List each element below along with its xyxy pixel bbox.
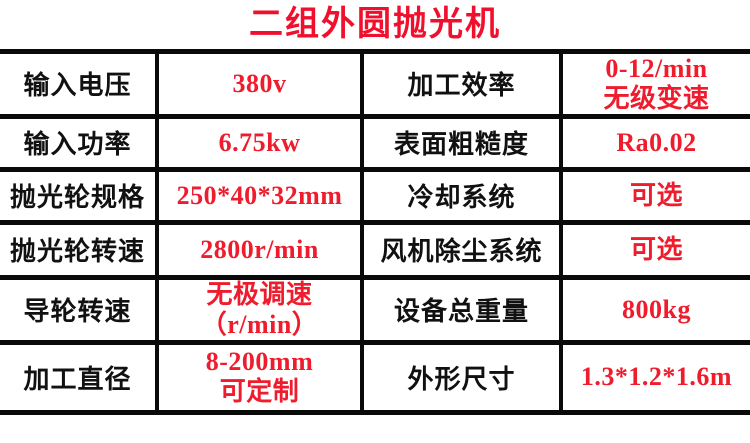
spec-value: 6.75kw xyxy=(155,113,362,172)
table-row: 抛光轮转速 2800r/min 风机除尘系统 可选 xyxy=(0,219,750,280)
spec-label: 设备总重量 xyxy=(360,274,561,345)
spec-value: 380v xyxy=(155,49,362,119)
spec-value: 可选 xyxy=(559,166,750,225)
table-row: 抛光轮规格 250*40*32mm 冷却系统 可选 xyxy=(0,166,750,225)
spec-label: 输入功率 xyxy=(0,113,157,172)
spec-label: 导轮转速 xyxy=(0,274,157,345)
spec-value: 无极调速（r/min） xyxy=(155,274,362,345)
spec-label: 冷却系统 xyxy=(360,166,561,225)
table-row: 输入电压 380v 加工效率 0-12/min 无级变速 xyxy=(0,49,750,119)
spec-value: 8-200mm 可定制 xyxy=(155,339,362,415)
spec-table: 输入电压 380v 加工效率 0-12/min 无级变速 输入功率 6.75kw… xyxy=(0,49,750,415)
spec-label: 表面粗糙度 xyxy=(360,113,561,172)
spec-label: 输入电压 xyxy=(0,49,157,119)
spec-label: 加工效率 xyxy=(360,49,561,119)
spec-label: 加工直径 xyxy=(0,339,157,415)
spec-value: 可选 xyxy=(559,219,750,280)
spec-value: 2800r/min xyxy=(155,219,362,280)
table-row: 导轮转速 无极调速（r/min） 设备总重量 800kg xyxy=(0,274,750,345)
spec-label: 抛光轮转速 xyxy=(0,219,157,280)
spec-label: 外形尺寸 xyxy=(360,339,561,415)
page-title: 二组外圆抛光机 xyxy=(249,6,501,43)
spec-value: 0-12/min 无级变速 xyxy=(559,49,750,119)
spec-value: 1.3*1.2*1.6m xyxy=(559,339,750,415)
table-row: 加工直径 8-200mm 可定制 外形尺寸 1.3*1.2*1.6m xyxy=(0,339,750,415)
spec-value: Ra0.02 xyxy=(559,113,750,172)
spec-value: 800kg xyxy=(559,274,750,345)
table-row: 输入功率 6.75kw 表面粗糙度 Ra0.02 xyxy=(0,113,750,172)
spec-label: 抛光轮规格 xyxy=(0,166,157,225)
spec-value: 250*40*32mm xyxy=(155,166,362,225)
spec-label: 风机除尘系统 xyxy=(360,219,561,280)
